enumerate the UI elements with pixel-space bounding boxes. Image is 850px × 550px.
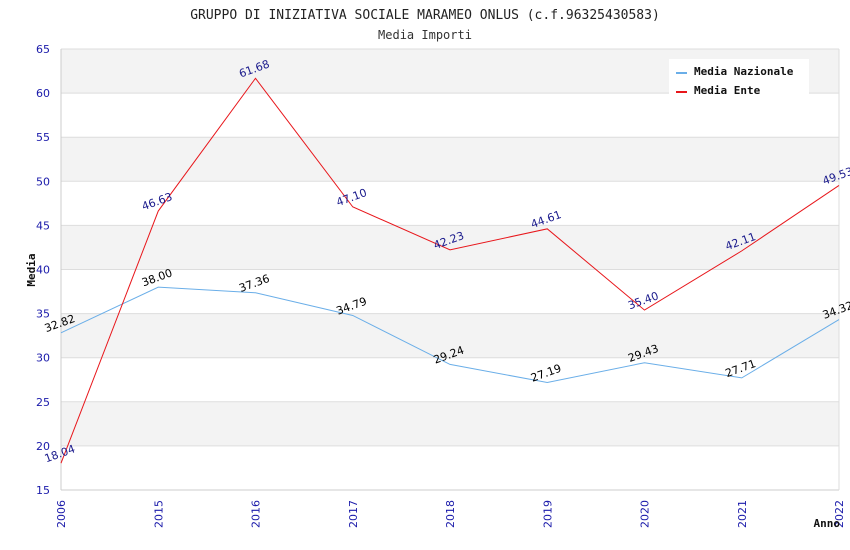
y-tick-label: 25	[36, 396, 50, 409]
grid-band	[61, 357, 839, 402]
chart-subtitle: Media Importi	[378, 28, 472, 42]
y-tick-labels: 15 20 25 30 35 40 45 50 55 60 65	[36, 43, 50, 497]
y-tick-label: 35	[36, 308, 50, 321]
legend-box	[669, 59, 809, 99]
chart-title: GRUPPO DI INIZIATIVA SOCIALE MARAMEO ONL…	[190, 8, 660, 23]
y-tick-label: 15	[36, 484, 50, 497]
x-tick-label: 2019	[541, 500, 554, 528]
y-tick-label: 30	[36, 352, 50, 365]
y-tick-label: 65	[36, 43, 50, 56]
x-tick-label: 2020	[639, 500, 652, 528]
y-tick-label: 50	[36, 175, 50, 188]
x-tick-label: 2015	[152, 500, 165, 528]
series-line-media-ente	[60, 77, 840, 464]
legend-label-media-nazionale: Media Nazionale	[694, 65, 794, 78]
axes	[60, 49, 840, 491]
grid-band	[61, 137, 839, 182]
x-tick-label: 2018	[444, 500, 457, 528]
x-tick-labels: 2006 2015 2016 2017 2018 2019 2020 2021 2022	[55, 500, 846, 528]
grid-band	[61, 269, 839, 314]
grid-bands	[61, 49, 839, 490]
legend: Media Nazionale Media Ente	[669, 59, 809, 99]
series-lines	[60, 77, 840, 464]
y-tick-label: 20	[36, 440, 50, 453]
grid-band	[61, 313, 839, 358]
x-tick-label: 2006	[55, 500, 68, 528]
series-line-media-nazionale	[60, 286, 840, 383]
y-tick-label: 55	[36, 131, 50, 144]
x-tick-label: 2021	[736, 500, 749, 528]
y-axis-label: Media	[25, 253, 38, 286]
x-axis-label: Anno	[814, 517, 841, 530]
x-tick-label: 2017	[347, 500, 360, 528]
x-tick-label: 2022	[833, 500, 846, 528]
legend-label-media-ente: Media Ente	[694, 84, 761, 97]
grid-band	[61, 93, 839, 138]
grid-band	[61, 225, 839, 270]
y-tick-label: 45	[36, 219, 50, 232]
grid-band	[61, 401, 839, 446]
x-tick-label: 2016	[250, 500, 263, 528]
y-tick-label: 40	[36, 264, 50, 277]
grid-band	[61, 181, 839, 226]
grid-band	[61, 445, 839, 490]
y-tick-label: 60	[36, 87, 50, 100]
